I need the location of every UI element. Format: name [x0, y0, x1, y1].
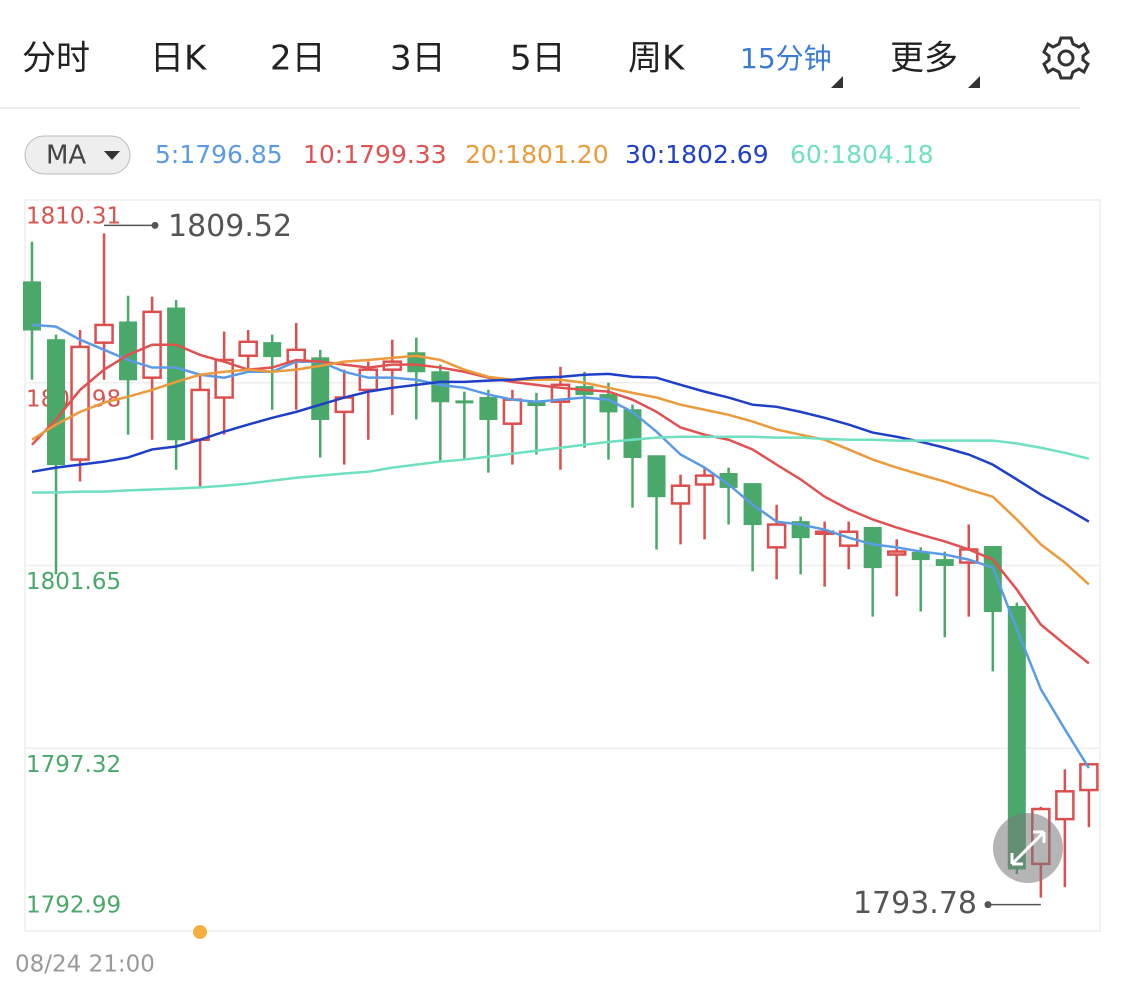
annotation-dot [151, 221, 159, 229]
candle-body [983, 546, 1002, 613]
candle-body [167, 307, 186, 441]
tab[interactable]: 2日 [270, 39, 326, 79]
tab[interactable]: 15分钟 [740, 42, 832, 75]
candle-body [23, 281, 41, 331]
plot: 1810.311805.981801.651797.321792.991809.… [23, 204, 1100, 921]
dropdown-caret [831, 76, 843, 88]
zoom-button[interactable] [993, 813, 1063, 883]
candle-body [886, 550, 907, 556]
indicator-button[interactable]: MA [24, 135, 131, 175]
candle-body [119, 321, 138, 381]
legend-entry: 30:1802.69 [625, 140, 769, 169]
legend-entry: 10:1799.33 [303, 140, 447, 169]
candle-body [70, 345, 90, 461]
ma-line [31, 323, 1090, 769]
indicator-label: MA [46, 141, 86, 171]
tab[interactable]: 日K [150, 39, 208, 79]
candle-body [479, 397, 498, 420]
low-annotation: 1793.78 [853, 886, 977, 921]
candle-body [238, 340, 258, 357]
candle-body [694, 474, 715, 486]
tab[interactable]: 3日 [390, 39, 446, 79]
tab[interactable]: 更多 [890, 39, 958, 79]
candle-body [263, 342, 282, 358]
legend-entry: 60:1804.18 [790, 140, 934, 169]
ma-line [31, 354, 1090, 586]
y-tick-label: 1797.32 [26, 752, 121, 778]
high-annotation: 1809.52 [168, 209, 292, 244]
gear-hole [1057, 49, 1075, 67]
candle-body [935, 559, 954, 567]
settings-icon[interactable] [1042, 36, 1090, 80]
legend-entry: 20:1801.20 [465, 140, 609, 169]
tab[interactable]: 5日 [510, 39, 566, 79]
candle-body [1079, 763, 1099, 792]
indicator-caret [104, 151, 120, 160]
candle-body [190, 388, 210, 441]
candle-body [623, 409, 642, 458]
candle-body [863, 527, 882, 569]
indicator-pill [24, 135, 131, 175]
ma-line [32, 435, 1090, 494]
candle-body [1055, 790, 1075, 821]
candle-body [455, 400, 474, 404]
dropdown-caret [968, 76, 980, 88]
candle-body [719, 472, 738, 488]
time-marker [193, 925, 207, 939]
zoom-icon [1010, 830, 1046, 866]
candle-body [647, 455, 666, 498]
candle-body [47, 339, 66, 466]
y-tick-label: 1801.65 [26, 569, 121, 595]
candle-body [94, 323, 114, 344]
tab[interactable]: 分时 [22, 39, 90, 79]
x-tick-label: 08/24 21:00 [15, 952, 155, 978]
gear [1042, 36, 1090, 80]
candle-body [502, 398, 523, 425]
annotation-dot [984, 901, 992, 909]
legend-entry: 5:1796.85 [155, 140, 283, 169]
candle-body [670, 484, 691, 505]
tab-bar: 分时 日K 2日 3日 5日 周K 15分钟 更多 [22, 39, 958, 79]
candle-body [358, 368, 379, 392]
tab[interactable]: 周K [628, 39, 686, 79]
ma-line [31, 343, 1090, 665]
candle-body [766, 523, 787, 549]
y-tick-label: 1792.99 [26, 893, 121, 919]
